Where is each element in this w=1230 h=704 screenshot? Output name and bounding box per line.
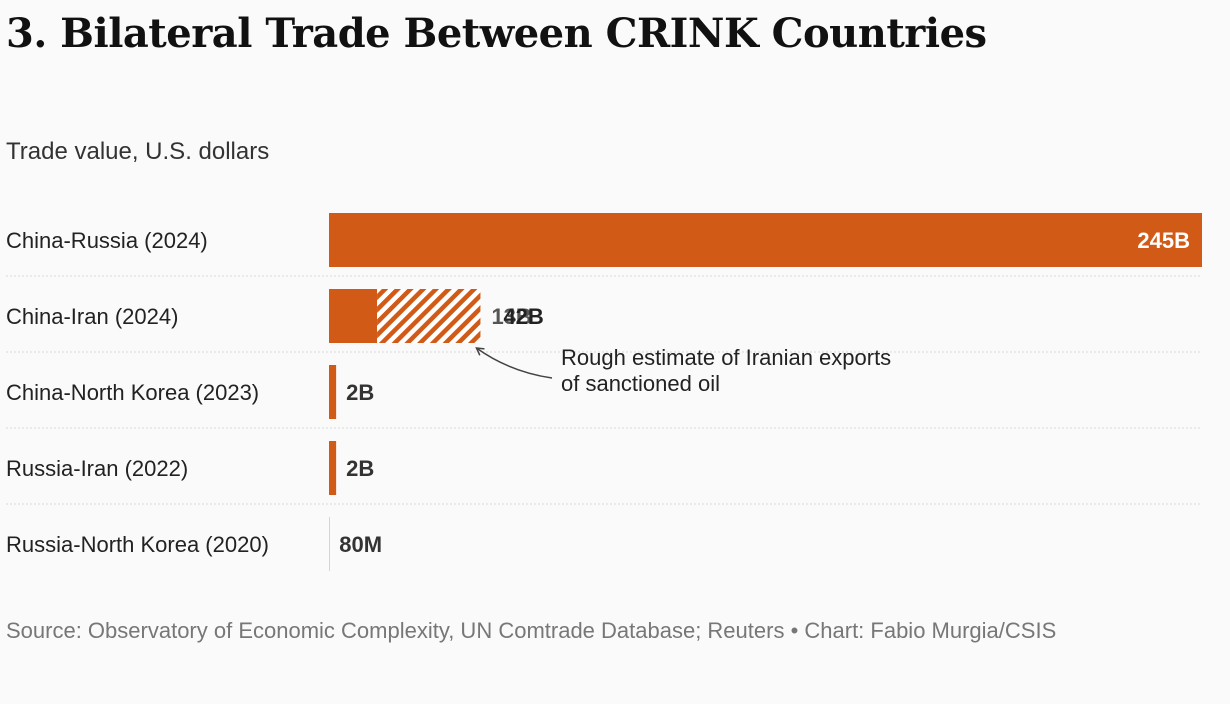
category-label: China-Russia (2024) [6, 228, 208, 253]
category-label: China-North Korea (2023) [6, 380, 259, 405]
bar-solid [329, 441, 337, 495]
source-note: Source: Observatory of Economic Complexi… [6, 618, 1057, 643]
annotation-arrow [475, 347, 553, 379]
value-label: 2B [346, 380, 374, 405]
bar-solid [329, 365, 337, 419]
annotation-text: of sanctioned oil [561, 371, 720, 396]
value-label: 245B [1137, 228, 1190, 253]
value-label: 80M [339, 532, 382, 557]
category-label: Russia-North Korea (2020) [6, 532, 269, 557]
value-label-estimate: 42B [503, 304, 543, 329]
category-label: China-Iran (2024) [6, 304, 178, 329]
bar-solid [329, 289, 378, 343]
bar-solid [329, 213, 1202, 267]
value-label: 2B [346, 456, 374, 481]
chart-subtitle: Trade value, U.S. dollars [6, 138, 270, 165]
bar-chart: China-Russia (2024) 245B China-Iran (2024)… [6, 213, 1202, 571]
category-label: Russia-Iran (2022) [6, 456, 188, 481]
bar-hatched-estimate [377, 289, 481, 343]
chart-title: 3. Bilateral Trade Between CRINK Countri… [6, 10, 987, 57]
annotation-text: Rough estimate of Iranian exports [561, 345, 891, 370]
value-label: 13B [491, 304, 531, 329]
